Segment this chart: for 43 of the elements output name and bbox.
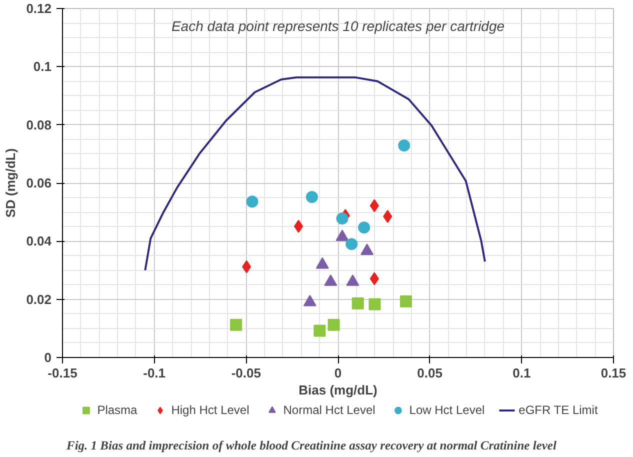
caption: Fig. 1 Bias and imprecision of whole blood Creatinine assay recovery at normal Cratinine level xyxy=(66,438,557,452)
y-tick-label: 0 xyxy=(44,350,52,365)
point xyxy=(336,230,349,242)
x-tick-label: 0 xyxy=(334,366,342,380)
point xyxy=(328,318,340,331)
point xyxy=(370,199,379,212)
point xyxy=(370,272,379,286)
legend-label: Low Hct Level xyxy=(409,403,485,417)
point xyxy=(346,238,358,250)
point xyxy=(368,298,381,310)
y-tick-label: 0.02 xyxy=(26,292,52,307)
point xyxy=(352,297,364,310)
y-tick-label: 0.08 xyxy=(26,117,52,132)
x-tick-label: 0.15 xyxy=(600,366,626,380)
annotation: Each data point represents 10 replicates per cartridge xyxy=(171,18,505,34)
y-tick-label: 0.04 xyxy=(26,234,52,249)
point xyxy=(294,220,304,233)
legend-label: Normal Hct Level xyxy=(283,403,376,417)
point xyxy=(400,295,412,308)
x-tick-label: 0.1 xyxy=(512,366,531,380)
legend-label: eGFR TE Limit xyxy=(518,403,598,417)
x-tick-label: -0.05 xyxy=(231,366,261,380)
point xyxy=(306,190,318,203)
y-tick-label: 0.1 xyxy=(33,59,52,74)
legend-label: Plasma xyxy=(97,403,138,417)
point xyxy=(360,244,374,256)
point xyxy=(230,318,242,331)
x-axis-title: Bias (mg/dL) xyxy=(298,382,378,398)
point xyxy=(314,324,326,337)
x-tick-label: -0.1 xyxy=(143,366,166,380)
point xyxy=(398,139,410,152)
x-tick-label: 0.05 xyxy=(417,366,442,380)
point xyxy=(383,210,392,223)
x-tick-label: -0.15 xyxy=(48,366,78,380)
legend-label: High Hct Level xyxy=(171,403,250,417)
point xyxy=(336,212,348,224)
point xyxy=(358,222,370,234)
y-tick-label: 0.12 xyxy=(26,1,52,16)
point xyxy=(246,196,258,208)
point xyxy=(242,260,252,274)
y-axis-title: SD (mg/dL) xyxy=(3,148,18,218)
y-tick-label: 0.06 xyxy=(26,176,52,190)
line-series xyxy=(144,76,486,272)
